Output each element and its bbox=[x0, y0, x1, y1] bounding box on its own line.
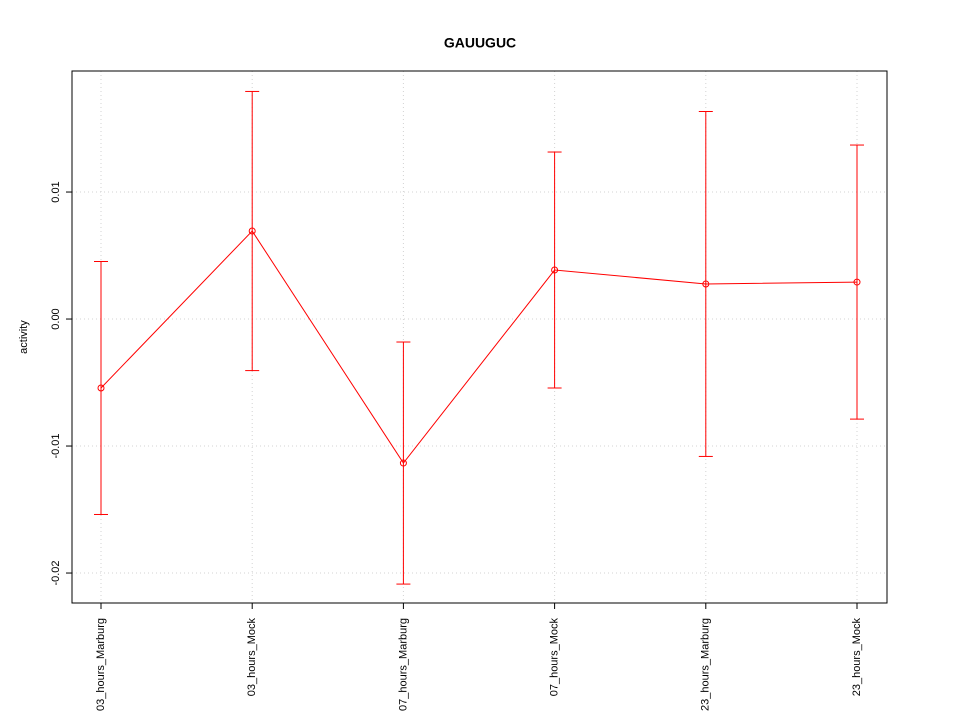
x-tick-label: 23_hours_Marburg bbox=[700, 618, 712, 711]
point bbox=[399, 459, 407, 467]
x-tick-label: 03_hours_Marburg bbox=[95, 618, 107, 711]
point bbox=[248, 227, 256, 235]
point bbox=[97, 384, 105, 392]
x-tick-label: 07_hours_Mock bbox=[549, 618, 561, 697]
x-tick-label: 07_hours_Marburg bbox=[397, 618, 409, 711]
error-bar bbox=[547, 151, 562, 389]
point bbox=[702, 280, 710, 288]
error-bar bbox=[396, 341, 411, 585]
point bbox=[551, 266, 559, 274]
y-tick-label: 0.00 bbox=[50, 308, 62, 329]
y-tick-label: -0.01 bbox=[50, 433, 62, 458]
x-tick-label: 23_hours_Mock bbox=[851, 618, 863, 697]
error-bar bbox=[94, 260, 108, 515]
x-tick-label: 03_hours_Mock bbox=[246, 618, 258, 697]
point bbox=[853, 278, 861, 286]
error-bar bbox=[245, 90, 260, 372]
chart-title: GAUUGUC bbox=[444, 35, 516, 51]
series-line bbox=[100, 230, 858, 464]
plot-frame bbox=[71, 70, 888, 604]
y-axis-label: activity bbox=[18, 320, 30, 354]
error-bar bbox=[698, 111, 713, 457]
y-tick-label: 0.01 bbox=[50, 181, 62, 202]
error-bar bbox=[850, 144, 864, 420]
y-tick-label: -0.02 bbox=[50, 560, 62, 585]
